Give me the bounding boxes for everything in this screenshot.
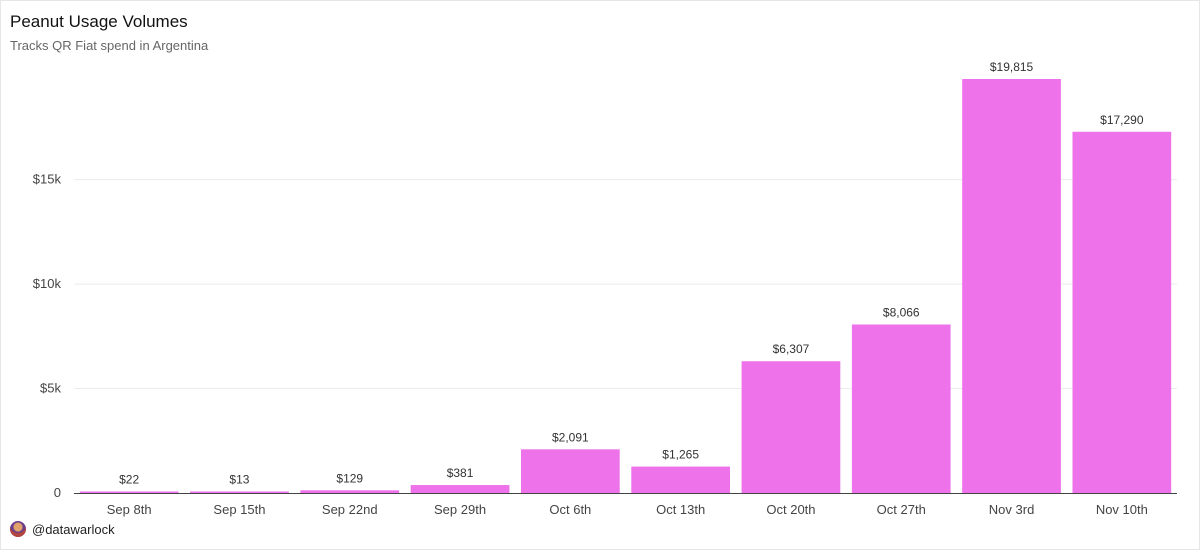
y-tick-label: $5k — [40, 381, 61, 396]
profile-avatar-icon — [10, 521, 26, 537]
data-label: $8,066 — [883, 305, 920, 319]
data-label: $381 — [447, 466, 474, 480]
chart-subtitle: Tracks QR Fiat spend in Argentina — [10, 38, 209, 53]
x-tick-label: Nov 10th — [1096, 502, 1148, 517]
x-tick-label: Oct 20th — [766, 502, 815, 517]
data-label: $19,815 — [990, 60, 1034, 74]
y-tick-label: $15k — [33, 172, 62, 187]
data-label: $2,091 — [552, 430, 589, 444]
y-tick-label: 0 — [54, 485, 61, 500]
x-tick-label: Nov 3rd — [989, 502, 1035, 517]
y-tick-label: $10k — [33, 276, 62, 291]
bar — [851, 324, 951, 493]
x-tick-label: Sep 29th — [434, 502, 486, 517]
bar — [962, 79, 1061, 493]
author-handle: @datawarlock — [32, 521, 115, 537]
x-tick-label: Sep 15th — [213, 502, 265, 517]
data-label: $17,290 — [1100, 113, 1144, 127]
bar — [300, 490, 400, 493]
x-tick-label: Sep 22nd — [322, 502, 378, 517]
data-label: $13 — [229, 473, 249, 487]
bar — [520, 449, 620, 493]
x-tick-label: Sep 8th — [107, 502, 152, 517]
x-tick-label: Oct 27th — [877, 502, 926, 517]
bar — [741, 361, 841, 493]
author-attribution[interactable]: @datawarlock — [10, 519, 115, 539]
bar — [190, 491, 289, 493]
x-tick-label: Oct 13th — [656, 502, 705, 517]
data-label: $6,307 — [773, 342, 810, 356]
bar — [410, 485, 510, 493]
bar — [631, 466, 731, 493]
bar — [1072, 131, 1172, 493]
data-label: $1,265 — [662, 448, 699, 462]
bar — [79, 491, 179, 493]
chart-title: Peanut Usage Volumes — [10, 12, 188, 31]
data-label: $129 — [336, 471, 363, 485]
data-label: $22 — [119, 473, 139, 487]
x-tick-label: Oct 6th — [549, 502, 591, 517]
